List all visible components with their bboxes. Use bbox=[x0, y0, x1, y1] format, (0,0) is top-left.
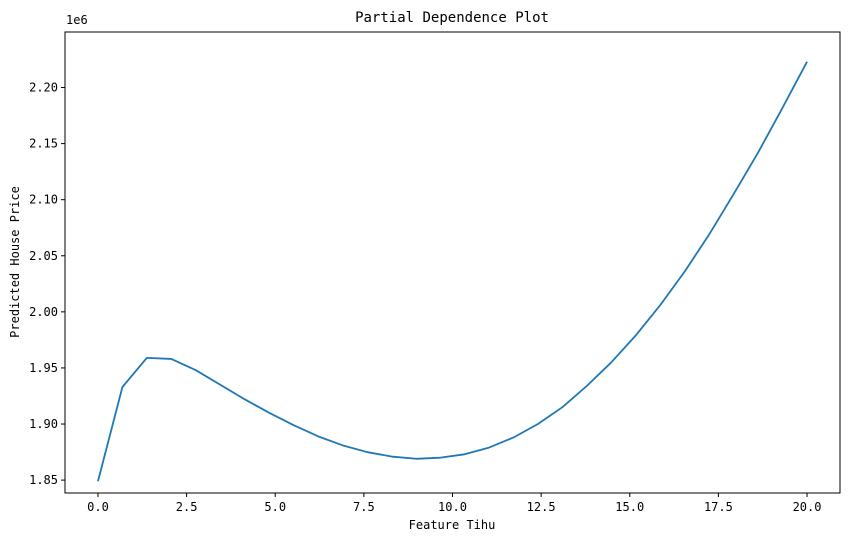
x-axis-ticks: 0.0 2.5 5.0 7.5 10.0 12.5 15.0 17.5 20.0 bbox=[87, 493, 821, 514]
y-tick-label: 1.95 bbox=[29, 361, 58, 375]
y-offset-label: 1e6 bbox=[66, 13, 88, 27]
x-tick-label: 7.5 bbox=[353, 500, 375, 514]
x-tick-label: 10.0 bbox=[438, 500, 467, 514]
plot-area-frame bbox=[64, 31, 841, 494]
y-tick-label: 1.90 bbox=[29, 417, 58, 431]
series-line bbox=[97, 61, 808, 482]
y-tick-label: 2.15 bbox=[29, 137, 58, 151]
x-tick-label: 0.0 bbox=[87, 500, 109, 514]
x-tick-label: 17.5 bbox=[704, 500, 733, 514]
y-axis-ticks: 1.85 1.90 1.95 2.00 2.05 2.10 2.15 2.20 bbox=[29, 81, 65, 487]
y-tick-label: 2.05 bbox=[29, 249, 58, 263]
x-tick-label: 5.0 bbox=[264, 500, 286, 514]
y-tick-label: 1.85 bbox=[29, 473, 58, 487]
x-tick-label: 20.0 bbox=[793, 500, 822, 514]
y-tick-label: 2.10 bbox=[29, 193, 58, 207]
x-axis-title: Feature Tihu bbox=[409, 518, 496, 532]
y-tick-label: 2.00 bbox=[29, 305, 58, 319]
y-tick-label: 2.20 bbox=[29, 81, 58, 95]
x-tick-label: 15.0 bbox=[615, 500, 644, 514]
chart-title: Partial Dependence Plot bbox=[355, 10, 549, 26]
y-axis-title: Predicted House Price bbox=[8, 186, 22, 338]
x-tick-label: 12.5 bbox=[527, 500, 556, 514]
x-tick-label: 2.5 bbox=[176, 500, 198, 514]
